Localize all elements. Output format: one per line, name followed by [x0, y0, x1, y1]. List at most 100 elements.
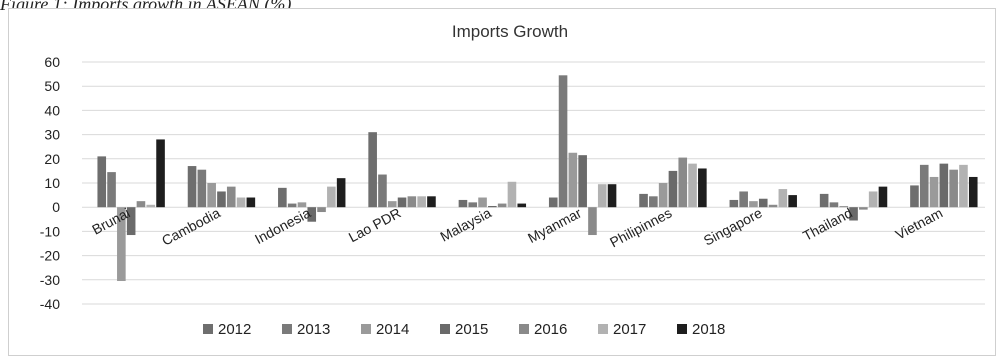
bar: [778, 189, 788, 208]
bar: [156, 139, 165, 208]
bar: [378, 174, 387, 208]
legend-label: 2017: [613, 321, 646, 338]
legend-label: 2018: [692, 321, 725, 338]
legend-swatch: [203, 324, 213, 334]
bars: [97, 75, 978, 282]
bar: [878, 186, 888, 208]
bar: [607, 184, 617, 208]
bar: [698, 168, 707, 208]
bar: [278, 187, 287, 208]
legend-swatch: [282, 324, 292, 334]
y-tick-label: 50: [44, 78, 60, 94]
category-label: Singapore: [701, 204, 765, 248]
category-label: Cambodia: [159, 204, 223, 248]
legend-label: 2015: [455, 321, 488, 338]
legend-swatch: [677, 324, 687, 334]
bar: [478, 197, 487, 208]
legend-label: 2016: [534, 321, 567, 338]
legend-label: 2012: [218, 321, 251, 338]
bar: [949, 169, 958, 208]
bar: [297, 202, 307, 208]
bar: [959, 164, 968, 208]
bar: [97, 156, 107, 208]
legend-swatch: [598, 324, 608, 334]
y-tick-label: -20: [40, 248, 60, 264]
legend: 2012 2013 2014 2015 2016 2017 2018: [203, 321, 725, 338]
bar: [336, 178, 346, 208]
bar: [488, 205, 497, 208]
bar: [597, 184, 607, 208]
bar: [517, 203, 527, 208]
y-tick-label: -40: [40, 296, 60, 312]
bar: [507, 181, 517, 208]
y-tick-label: -30: [40, 272, 60, 288]
bar: [668, 170, 678, 208]
bar: [868, 191, 878, 208]
bar: [749, 201, 758, 208]
bar: [578, 155, 587, 208]
bar: [207, 183, 216, 208]
bar: [468, 202, 478, 208]
y-tick-label: 40: [44, 102, 60, 118]
y-tick-label: -10: [40, 223, 60, 239]
category-label: Vietnam: [893, 205, 946, 243]
y-tick-label: 10: [44, 175, 60, 191]
chart-title: Imports Growth: [452, 22, 568, 41]
bar: [458, 199, 468, 208]
bar: [929, 176, 939, 208]
bar: [307, 207, 317, 222]
bar: [739, 191, 748, 208]
chart-frame: [8, 8, 996, 356]
bar: [107, 172, 116, 208]
bar: [839, 205, 849, 208]
bar: [919, 164, 929, 208]
bar: [317, 207, 326, 213]
bar: [558, 75, 568, 208]
bar: [968, 176, 978, 208]
bar: [678, 157, 688, 208]
bar: [287, 203, 297, 208]
bar: [658, 183, 668, 208]
bar: [768, 204, 778, 208]
category-label: Indonesia: [252, 204, 313, 247]
bar: [397, 197, 407, 208]
bar: [819, 193, 829, 208]
bar: [407, 196, 417, 208]
bar: [387, 201, 397, 208]
y-tick-label: 20: [44, 151, 60, 167]
legend-swatch: [519, 324, 529, 334]
bar: [126, 207, 136, 236]
bar: [788, 195, 797, 208]
bar: [497, 203, 507, 208]
bar: [688, 163, 697, 208]
bar: [146, 204, 156, 208]
y-tick-label: 60: [44, 54, 60, 70]
category-label: Myanmar: [525, 204, 584, 246]
bar: [758, 198, 768, 208]
bar: [136, 201, 146, 208]
y-tick-label: 30: [44, 127, 60, 143]
legend-swatch: [361, 324, 371, 334]
bar: [939, 163, 949, 208]
legend-swatch: [440, 324, 450, 334]
bar: [829, 202, 839, 208]
bar: [327, 186, 336, 208]
bar: [427, 196, 436, 208]
category-label: Philipinnes: [607, 205, 674, 251]
bar: [117, 207, 126, 282]
bar: [639, 193, 648, 208]
bar: [568, 152, 578, 208]
bar: [217, 191, 226, 208]
legend-label: 2014: [376, 321, 409, 338]
y-tick-label: 0: [52, 199, 60, 215]
bar: [226, 186, 236, 208]
bar: [859, 207, 868, 210]
category-label: Brunai: [89, 205, 132, 238]
bar: [649, 196, 658, 208]
bar: [187, 166, 197, 208]
bar: [197, 169, 207, 208]
category-label: Malaysia: [437, 204, 493, 244]
bar: [246, 197, 256, 208]
bar: [729, 199, 739, 208]
bar: [548, 197, 558, 208]
